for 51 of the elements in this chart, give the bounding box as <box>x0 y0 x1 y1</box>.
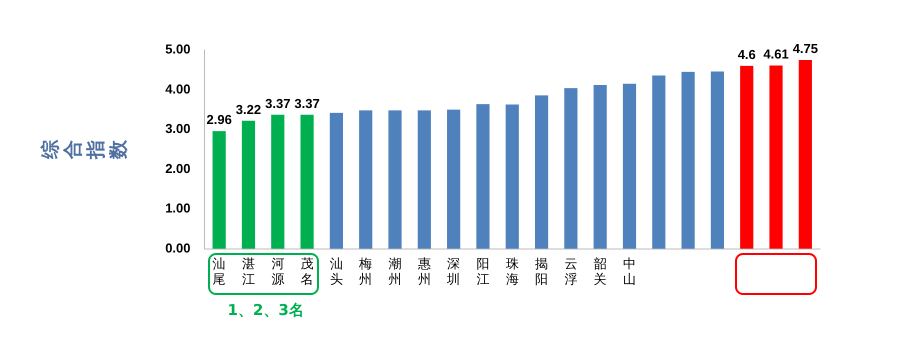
bar <box>534 95 548 249</box>
x-tick-label: 汕头 <box>330 256 343 288</box>
y-tick-label: 3.00 <box>165 121 190 136</box>
x-tick-label: 潮州 <box>388 256 402 288</box>
data-label: 3.37 <box>265 96 290 111</box>
x-tick-label: 惠州 <box>416 256 431 288</box>
data-label: 3.22 <box>236 102 262 117</box>
data-label: 4.75 <box>792 41 818 56</box>
bar <box>212 131 226 249</box>
bar <box>506 104 519 249</box>
bar <box>594 84 607 249</box>
y-tick-label: 5.00 <box>165 42 190 57</box>
x-tick-label: 汕尾 <box>212 256 226 288</box>
x-tick-label: 揭阳 <box>535 256 548 288</box>
x-tick-label: 湛江 <box>242 256 255 288</box>
x-tick-label: 河源 <box>271 256 284 288</box>
text: 1、2、3名 <box>228 300 304 320</box>
bar <box>418 110 431 249</box>
y-tick-label: 2.00 <box>165 160 190 176</box>
bar <box>242 120 256 249</box>
bar <box>388 110 402 249</box>
bar <box>740 66 754 249</box>
bar <box>564 88 578 249</box>
bar <box>769 66 783 249</box>
y-tick-label: 1.00 <box>165 200 190 216</box>
data-label: 2.96 <box>206 112 232 128</box>
bar <box>798 60 812 249</box>
bar <box>359 110 372 249</box>
x-tick-label: 阳江 <box>476 256 490 288</box>
x-tick-label: 韶关 <box>594 256 607 288</box>
bar <box>710 71 724 249</box>
data-label: 4.6 <box>738 46 756 62</box>
bar <box>652 75 666 249</box>
x-tick-label: 云浮 <box>564 256 578 288</box>
bar <box>622 84 636 249</box>
y-axis-title: 综合指数 <box>39 138 130 160</box>
x-tick-label: 珠海 <box>506 256 519 288</box>
data-label: 4.61 <box>763 46 789 62</box>
x-tick-label: 茂名 <box>300 256 314 288</box>
bar <box>330 112 343 249</box>
bar <box>271 114 284 249</box>
bar <box>682 72 695 249</box>
y-tick-label: 4.00 <box>165 81 190 96</box>
bar <box>300 114 314 249</box>
x-tick-label: 梅州 <box>358 256 372 288</box>
y-tick-label: 0.00 <box>165 240 190 256</box>
x-tick-label: 深圳 <box>446 256 460 288</box>
bar <box>447 110 460 249</box>
bar <box>476 104 490 249</box>
data-label: 3.37 <box>294 96 320 111</box>
x-tick-label: 中山 <box>622 256 636 288</box>
